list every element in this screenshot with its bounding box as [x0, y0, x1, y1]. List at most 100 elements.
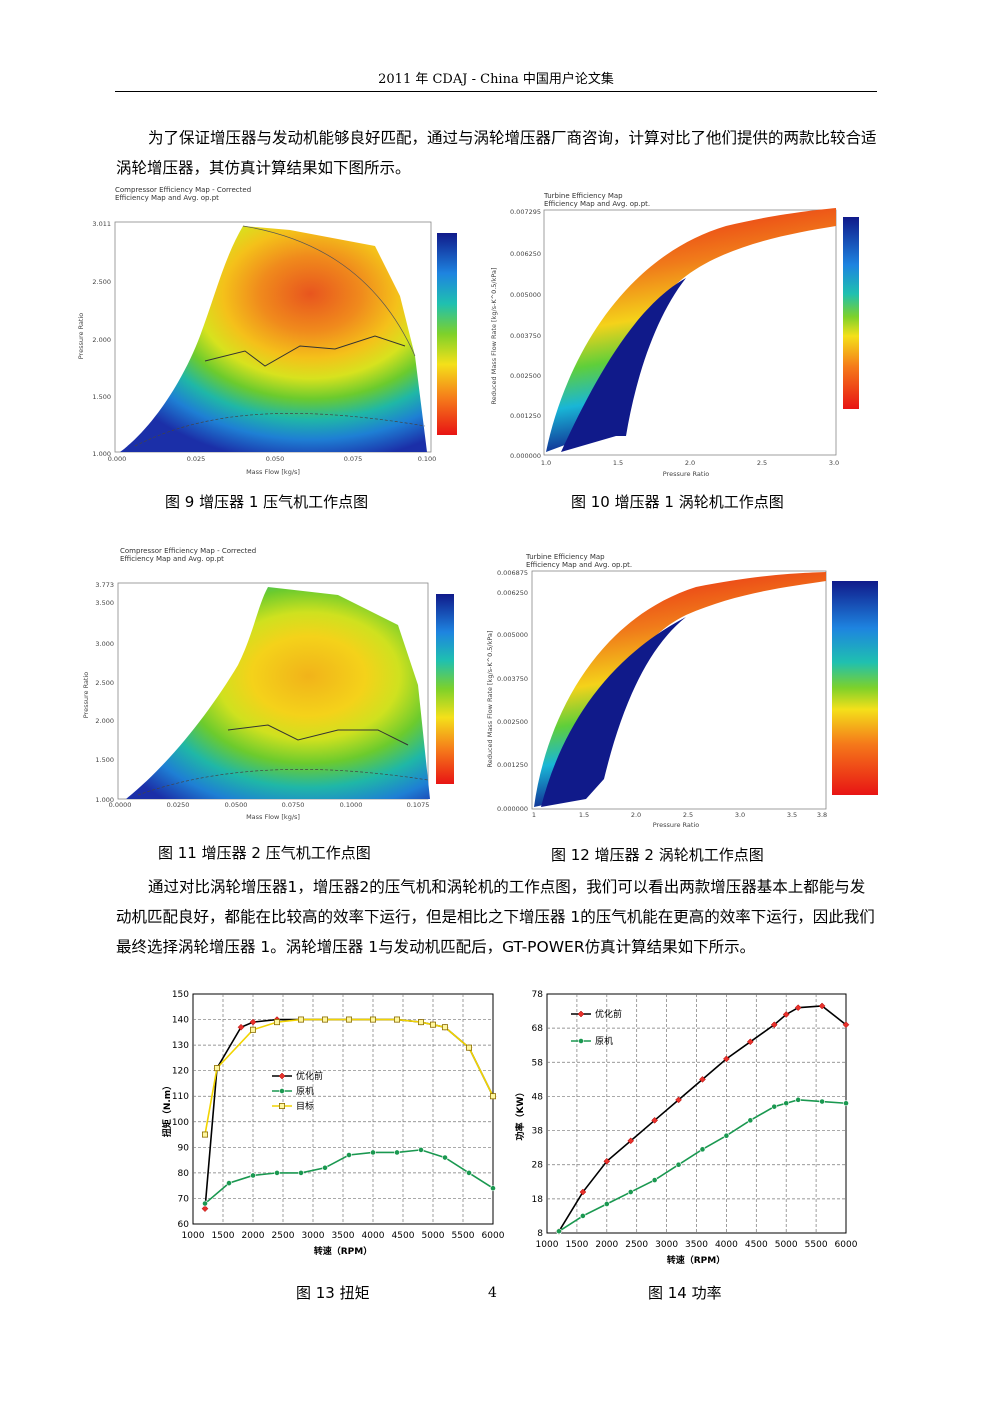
data-point: [770, 1021, 778, 1029]
y-tick: 2.000: [95, 717, 114, 725]
colorbar-fig11: [436, 594, 454, 784]
x-axis-label: 转速（RPM）: [314, 1245, 372, 1257]
x-tick-label: 4000: [715, 1240, 738, 1250]
y-axis-label: 功率（KW）: [515, 1088, 526, 1141]
y-tick: 2.000: [92, 336, 111, 344]
y-tick: 0.006250: [510, 250, 541, 258]
y-tick-label: 8: [537, 1229, 543, 1239]
x-tick: 0.025: [187, 455, 206, 463]
x-tick-label: 4500: [745, 1240, 768, 1250]
data-point: [345, 1016, 352, 1023]
data-point: [346, 1152, 352, 1158]
colorbar-fig9: [437, 233, 457, 435]
x-tick-label: 1000: [536, 1240, 559, 1250]
x-tick-label: 3000: [655, 1240, 678, 1250]
y-tick-label: 130: [172, 1041, 189, 1051]
x-axis-label: Pressure Ratio: [663, 470, 710, 478]
map-title: Compressor Efficiency Map - Corrected: [120, 547, 256, 555]
data-point: [274, 1019, 281, 1026]
y-tick: 1.000: [95, 796, 114, 804]
data-point: [279, 1088, 285, 1094]
x-tick: 1: [532, 811, 536, 819]
y-tick: 0.006250: [497, 589, 528, 597]
data-point: [747, 1117, 754, 1124]
data-point: [394, 1149, 400, 1156]
caption-fig13: 图 13 扭矩: [296, 1284, 370, 1302]
x-tick-label: 1500: [212, 1231, 235, 1241]
x-tick-label: 6000: [482, 1231, 505, 1241]
y-tick: 0.005000: [497, 631, 528, 639]
data-point: [429, 1021, 436, 1028]
y-tick: 2.500: [95, 679, 114, 687]
x-axis-label: Pressure Ratio: [653, 821, 700, 829]
figure-14-power-chart: 1000 1500 2000 2500 3000 3500 4000 4500 5000 5500…: [515, 990, 858, 1266]
x-tick: 3.0: [829, 459, 839, 467]
data-point: [441, 1024, 448, 1031]
figure-9-compressor-map-1: Compressor Efficiency Map - Corrected Ef…: [77, 186, 436, 476]
y-tick-label: 28: [532, 1161, 544, 1171]
y-ticks: 60 70 80 90 100 110 120 130 140 150: [172, 990, 189, 1230]
data-point: [250, 1172, 256, 1179]
data-point: [577, 1010, 585, 1018]
series-group: [201, 1016, 497, 1213]
legend-label: 优化前: [296, 1070, 323, 1082]
x-tick: 0.000: [108, 455, 127, 463]
legend-label: 目标: [296, 1100, 314, 1112]
y-tick-label: 58: [532, 1058, 544, 1068]
series-group: [555, 1002, 850, 1235]
x-tick: 2.0: [631, 811, 641, 819]
data-point: [279, 1103, 286, 1110]
data-point: [442, 1154, 448, 1161]
x-tick-label: 5500: [805, 1240, 828, 1250]
plot-area: [546, 993, 847, 1234]
data-point: [746, 1038, 754, 1046]
data-point: [771, 1103, 778, 1110]
caption-fig9: 图 9 增压器 1 压气机工作点图: [165, 493, 369, 511]
data-point: [603, 1201, 610, 1207]
data-point: [699, 1076, 706, 1083]
x-tick-label: 3000: [302, 1231, 325, 1241]
y-axis-label: Pressure Ratio: [82, 672, 90, 719]
y-tick: 3.500: [95, 599, 114, 607]
data-point: [627, 1137, 635, 1145]
data-point: [202, 1200, 208, 1207]
y-tick: 0.007295: [510, 208, 541, 216]
y-tick-label: 78: [532, 990, 544, 1000]
y-tick: 1.500: [92, 393, 111, 401]
y-tick-label: 48: [532, 1092, 544, 1102]
page-number: 4: [488, 1285, 497, 1301]
caption-fig10: 图 10 增压器 1 涡轮机工作点图: [571, 493, 784, 511]
y-axis-label: 扭矩（N.m）: [161, 1081, 173, 1137]
data-point: [322, 1164, 328, 1171]
x-tick-label: 5000: [422, 1231, 445, 1241]
x-tick-label: 2500: [625, 1240, 648, 1250]
data-point: [237, 1023, 245, 1031]
data-point: [675, 1096, 682, 1104]
x-tick: 0.075: [344, 455, 363, 463]
x-tick: 0.0750: [282, 801, 305, 809]
data-point: [417, 1019, 424, 1026]
caption-fig12: 图 12 增压器 2 涡轮机工作点图: [551, 846, 764, 864]
figure-13-torque-chart: 1000 1500 2000 2500 3000 3500 4000 4500 5000 5500…: [161, 990, 505, 1257]
x-tick: 2.5: [683, 811, 693, 819]
map-subtitle: Efficiency Map and Avg. op.pt.: [526, 561, 632, 569]
data-point: [651, 1116, 658, 1124]
x-axis-label: 转速（RPM）: [667, 1254, 725, 1266]
y-axis-label: Reduced Mass Flow Rate [kg/s-K^0.5/kPa]: [486, 630, 494, 767]
x-tick: 3.0: [735, 811, 745, 819]
y-tick: 0.003750: [510, 332, 541, 340]
x-tick-label: 1000: [182, 1231, 205, 1241]
data-point: [321, 1016, 328, 1023]
y-tick: 0.006875: [497, 569, 528, 577]
y-tick: 0.000000: [510, 452, 541, 460]
y-tick: 0.002500: [497, 718, 528, 726]
colorbar-fig12: [832, 581, 878, 795]
y-tick: 1.000: [92, 450, 111, 458]
legend-label: 原机: [296, 1085, 314, 1097]
x-tick: 1.5: [579, 811, 589, 819]
y-tick-label: 60: [178, 1220, 190, 1230]
map-title: Turbine Efficiency Map: [543, 192, 623, 200]
legend-label: 原机: [595, 1035, 613, 1047]
